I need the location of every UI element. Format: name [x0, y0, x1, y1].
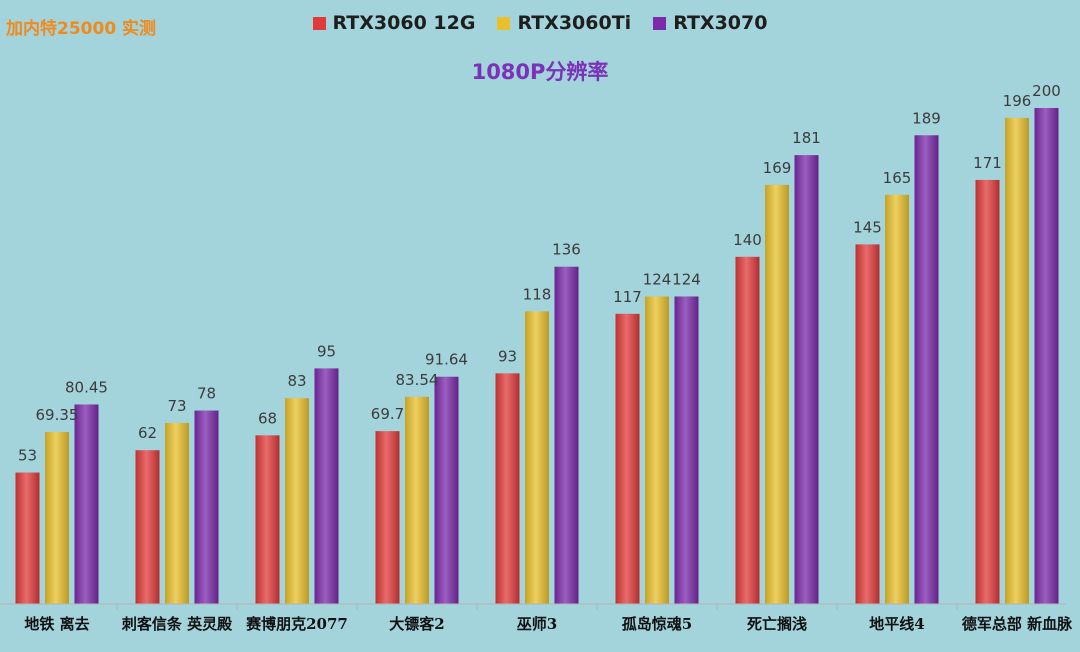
data-label: 196: [1003, 92, 1032, 110]
data-label: 145: [853, 218, 882, 236]
bar: [645, 296, 669, 604]
bar: [15, 472, 40, 604]
data-label: 69.35: [36, 406, 79, 424]
data-label: 124: [643, 270, 672, 288]
bar: [525, 311, 549, 604]
data-label: 200: [1032, 82, 1061, 100]
bar: [375, 431, 400, 604]
bar: [885, 194, 909, 605]
bar: [314, 368, 339, 604]
bar: [255, 435, 280, 604]
data-label: 68: [258, 409, 277, 427]
category-label: 地铁 离去: [24, 615, 89, 633]
bar: [765, 184, 789, 604]
bar: [135, 450, 160, 604]
category-label: 孤岛惊魂5: [622, 615, 692, 633]
category-label: 死亡搁浅: [747, 615, 807, 633]
bar: [1005, 117, 1029, 605]
bar: [194, 410, 219, 604]
bar: [674, 296, 699, 604]
legend-swatch-red: [312, 16, 326, 30]
bar: [794, 155, 819, 604]
bar: [165, 422, 189, 604]
legend-label: RTX3060Ti: [517, 12, 632, 34]
data-label: 95: [317, 342, 336, 360]
data-label: 171: [973, 154, 1002, 172]
corner-note: 加内特25000 实测: [6, 19, 157, 39]
bar: [45, 432, 69, 604]
bar: [1034, 108, 1059, 604]
bar: [405, 396, 429, 604]
legend-label: RTX3070: [673, 12, 768, 34]
legend-item-rtx3060-12g: RTX3060 12G: [312, 12, 476, 34]
bar: [554, 266, 579, 604]
data-label: 93: [498, 347, 517, 365]
category-label: 大镖客2: [389, 615, 444, 633]
bar: [735, 256, 760, 604]
category-labels-group: 地铁 离去 刺客信条 英灵殿 赛博朋克2077 大镖客2 巫师3 孤岛惊魂5 死亡搁浅 地平线…: [24, 604, 1073, 633]
value-labels-group: 53 69.35 80.45 62 73 78 68 83 95 69.7 83.54 91.64 93…: [18, 82, 1061, 465]
bar: [285, 398, 309, 604]
data-label: 78: [197, 385, 216, 403]
data-label: 53: [18, 447, 37, 465]
data-label: 83.54: [396, 371, 439, 389]
data-label: 91.64: [425, 351, 468, 369]
data-label: 62: [138, 424, 157, 442]
data-label: 169: [763, 159, 792, 177]
data-label: 69.7: [371, 405, 404, 423]
data-label: 189: [912, 109, 941, 127]
data-label: 181: [792, 129, 821, 147]
chart-legend: RTX3060 12G RTX3060Ti RTX3070: [0, 12, 1080, 34]
category-label: 德军总部 新血脉: [962, 615, 1073, 633]
chart-title: 1080P分辨率: [471, 60, 609, 84]
data-label: 83: [287, 372, 306, 390]
legend-swatch-yellow: [497, 16, 511, 30]
data-label: 80.45: [65, 378, 108, 396]
legend-item-rtx3060ti: RTX3060Ti: [497, 12, 631, 34]
bar: [914, 135, 939, 604]
category-label: 赛博朋克2077: [245, 615, 348, 633]
bars-group: [15, 108, 1059, 605]
legend-swatch-purple: [653, 16, 667, 30]
bar: [855, 244, 880, 604]
legend-item-rtx3070: RTX3070: [653, 12, 767, 34]
data-label: 73: [167, 397, 186, 415]
legend-label: RTX3060 12G: [332, 12, 476, 34]
bar: [434, 376, 459, 604]
data-label: 140: [733, 231, 762, 249]
category-label: 地平线4: [869, 615, 924, 633]
data-label: 118: [523, 285, 552, 303]
bar: [495, 373, 520, 604]
bar: [615, 313, 640, 604]
bar: [74, 404, 99, 604]
category-label: 巫师3: [517, 615, 557, 633]
data-label: 124: [672, 270, 701, 288]
data-label: 136: [552, 241, 581, 259]
category-label: 刺客信条 英灵殿: [122, 615, 233, 633]
data-label: 117: [613, 288, 642, 306]
bar: [975, 179, 1000, 605]
data-label: 165: [883, 169, 912, 187]
